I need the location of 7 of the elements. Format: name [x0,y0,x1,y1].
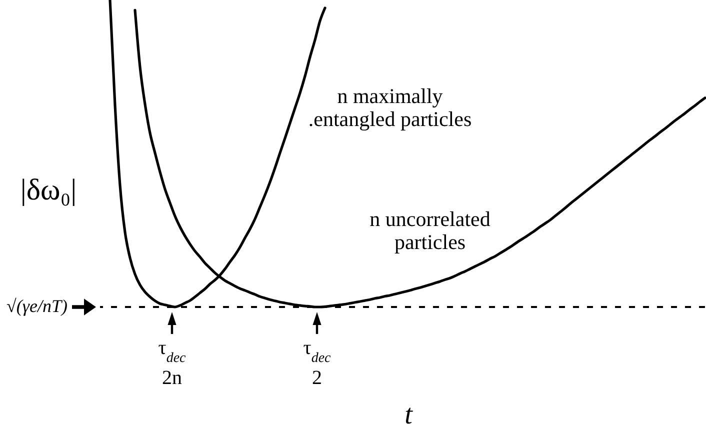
ref-line-label: √(γe/nT) [6,296,68,316]
series-label: n uncorrelated particles [370,207,491,254]
annotation: τ$_{dec}$ 2n [158,337,187,389]
series-label: n maximally .entangled particles [308,84,472,131]
annotation: τ$_{dec}$ 2 [303,337,332,389]
y-axis-title: |δω₀| [20,174,77,206]
x-axis-title: t [404,400,414,427]
